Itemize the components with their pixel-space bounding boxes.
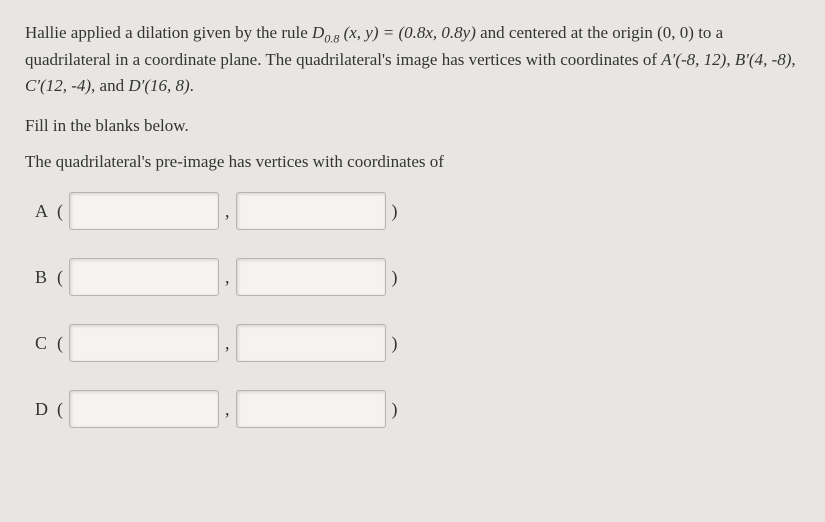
comma: , — [225, 333, 230, 354]
row-c: C ( , ) — [35, 324, 800, 362]
instruction-text: Fill in the blanks below. — [25, 116, 800, 136]
separator: , — [791, 50, 795, 69]
label-d: D — [35, 399, 55, 420]
paren-open: ( — [57, 201, 63, 222]
paren-open: ( — [57, 267, 63, 288]
label-c: C — [35, 333, 55, 354]
label-b: B — [35, 267, 55, 288]
period: . — [190, 76, 194, 95]
input-c-x[interactable] — [69, 324, 219, 362]
problem-text-part: Hallie applied a dilation given by the r… — [25, 23, 312, 42]
vertex-d-prime: D′(16, 8) — [128, 76, 189, 95]
rule-symbol: D0.8 (x, y) = (0.8x, 0.8y) — [312, 23, 476, 42]
input-a-y[interactable] — [236, 192, 386, 230]
comma: , — [225, 201, 230, 222]
comma: , — [225, 267, 230, 288]
input-a-x[interactable] — [69, 192, 219, 230]
row-a: A ( , ) — [35, 192, 800, 230]
vertex-c-prime: C′(12, -4) — [25, 76, 91, 95]
paren-open: ( — [57, 333, 63, 354]
vertex-b-prime: B′(4, -8) — [735, 50, 792, 69]
question-text: The quadrilateral's pre-image has vertic… — [25, 152, 800, 172]
paren-close: ) — [392, 267, 398, 288]
problem-text-part: coordinates of — [560, 50, 661, 69]
paren-open: ( — [57, 399, 63, 420]
input-d-x[interactable] — [69, 390, 219, 428]
paren-close: ) — [392, 399, 398, 420]
rule-subscript: 0.8 — [324, 31, 339, 45]
input-b-x[interactable] — [69, 258, 219, 296]
problem-text-part: and centered at the — [476, 23, 608, 42]
row-b: B ( , ) — [35, 258, 800, 296]
separator: , — [726, 50, 735, 69]
paren-close: ) — [392, 333, 398, 354]
paren-close: ) — [392, 201, 398, 222]
problem-statement: Hallie applied a dilation given by the r… — [25, 20, 800, 98]
rule-args: (x, y) = (0.8x, 0.8y) — [339, 23, 476, 42]
separator: , and — [91, 76, 128, 95]
rule-d: D — [312, 23, 324, 42]
label-a: A — [35, 201, 55, 222]
input-c-y[interactable] — [236, 324, 386, 362]
vertex-a-prime: A′(-8, 12) — [661, 50, 726, 69]
input-d-y[interactable] — [236, 390, 386, 428]
comma: , — [225, 399, 230, 420]
input-b-y[interactable] — [236, 258, 386, 296]
row-d: D ( , ) — [35, 390, 800, 428]
